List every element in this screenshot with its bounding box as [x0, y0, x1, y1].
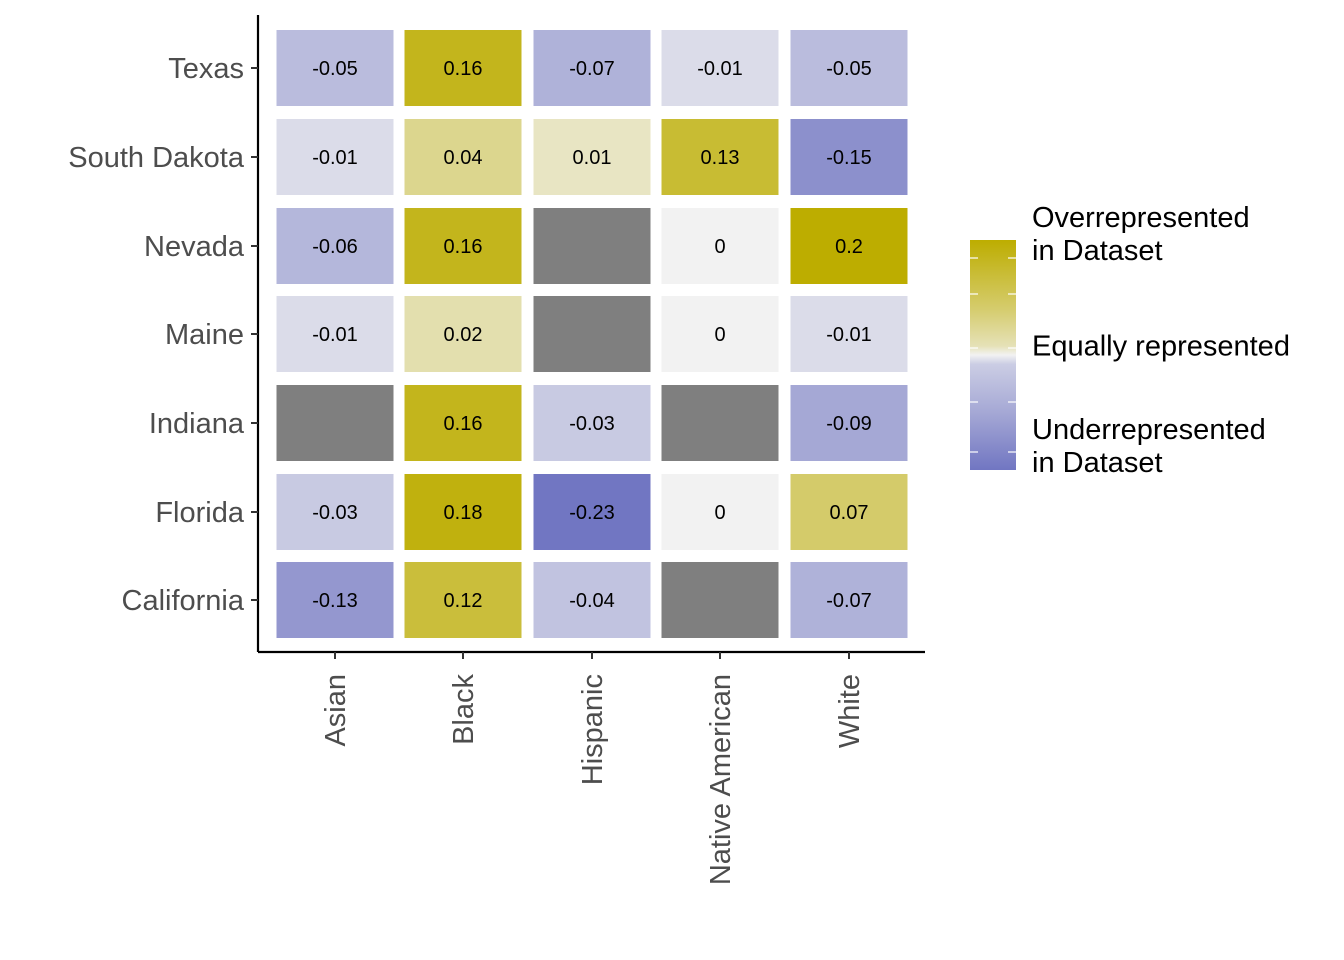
heatmap-cell	[404, 562, 522, 638]
heatmap-cell	[276, 474, 394, 550]
heatmap-cell	[533, 474, 651, 550]
heatmap-cell	[404, 385, 522, 461]
cell-value-label: -0.01	[312, 324, 358, 346]
cell-value-label: -0.03	[312, 502, 358, 524]
cell-value-label: -0.05	[826, 58, 872, 80]
cell-value-label: -0.06	[312, 236, 358, 258]
heatmap-cell	[533, 119, 651, 195]
heatmap-cell	[661, 474, 779, 550]
heatmap-cell	[661, 385, 779, 461]
y-tick-label: California	[122, 585, 245, 617]
cell-value-label: -0.07	[569, 58, 615, 80]
cell-value-label: 0.04	[444, 147, 483, 169]
cell-value-label: -0.01	[697, 58, 743, 80]
cell-value-label: 0.01	[573, 147, 612, 169]
heatmap-cell	[790, 30, 908, 106]
y-tick-label: Florida	[155, 497, 245, 529]
heatmap-cell	[404, 30, 522, 106]
heatmap-cell	[276, 385, 394, 461]
y-tick-label: Indiana	[149, 408, 245, 440]
cell-value-label: 0.16	[444, 236, 483, 258]
cell-value-label: 0.2	[835, 236, 863, 258]
y-tick-label: Nevada	[144, 231, 245, 263]
cell-value-label: 0	[714, 502, 725, 524]
heatmap-cell	[404, 296, 522, 372]
cell-value-label: -0.03	[569, 413, 615, 435]
legend-colorbar	[970, 240, 1016, 470]
cell-value-label: -0.01	[826, 324, 872, 346]
heatmap-cell	[661, 30, 779, 106]
legend-label: Equally represented	[1032, 331, 1290, 363]
cell-value-label: 0.16	[444, 58, 483, 80]
heatmap-cell	[790, 385, 908, 461]
cell-value-label: 0.18	[444, 502, 483, 524]
heatmap-cell	[661, 208, 779, 284]
heatmap-cell	[790, 562, 908, 638]
heatmap-cell	[533, 385, 651, 461]
cell-value-label: 0.13	[701, 147, 740, 169]
heatmap-cell	[661, 562, 779, 638]
heatmap-cell	[276, 208, 394, 284]
x-tick-label: Black	[448, 674, 480, 745]
heatmap-cell	[790, 208, 908, 284]
heatmap-cell	[533, 30, 651, 106]
cell-value-label: -0.09	[826, 413, 872, 435]
legend-label: in Dataset	[1032, 447, 1163, 479]
heatmap-cell	[404, 119, 522, 195]
heatmap-cell	[276, 30, 394, 106]
cell-value-label: -0.07	[826, 590, 872, 612]
heatmap-cell	[533, 562, 651, 638]
cell-value-label: -0.01	[312, 147, 358, 169]
legend-label: in Dataset	[1032, 235, 1163, 267]
heatmap-cell	[276, 562, 394, 638]
legend-label: Overrepresented	[1032, 202, 1250, 234]
heatmap-cell	[533, 208, 651, 284]
heatmap-cell	[404, 474, 522, 550]
heatmap-cell	[276, 119, 394, 195]
heatmap-cell	[404, 208, 522, 284]
heatmap-cell	[790, 296, 908, 372]
legend-label: Underrepresented	[1032, 414, 1266, 446]
cell-value-label: -0.13	[312, 590, 358, 612]
cell-value-label: -0.15	[826, 147, 872, 169]
x-tick-label: Native American	[705, 674, 737, 885]
cell-value-label: 0.02	[444, 324, 483, 346]
x-tick-label: White	[834, 674, 866, 748]
x-tick-label: Asian	[320, 674, 352, 747]
heatmap-cell	[533, 296, 651, 372]
cell-value-label: -0.04	[569, 590, 615, 612]
heatmap-cell	[661, 296, 779, 372]
cell-value-label: 0.12	[444, 590, 483, 612]
heatmap-cell	[790, 474, 908, 550]
y-tick-label: Texas	[168, 53, 244, 85]
heatmap-cell	[790, 119, 908, 195]
y-tick-label: South Dakota	[68, 142, 245, 174]
heatmap-cell	[276, 296, 394, 372]
cell-value-label: -0.23	[569, 502, 615, 524]
x-tick-label: Hispanic	[577, 674, 609, 785]
y-tick-label: Maine	[165, 319, 244, 351]
cell-value-label: -0.05	[312, 58, 358, 80]
heatmap-cell	[661, 119, 779, 195]
cell-value-label: 0.07	[830, 502, 869, 524]
cell-value-label: 0.16	[444, 413, 483, 435]
cell-value-label: 0	[714, 236, 725, 258]
cell-value-label: 0	[714, 324, 725, 346]
